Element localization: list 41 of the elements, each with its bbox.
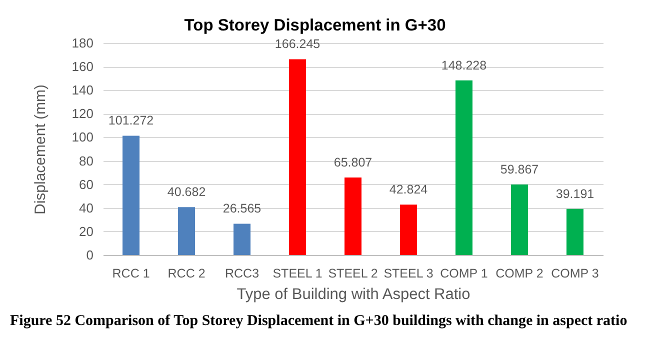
y-axis-title: Displacement (mm) (32, 84, 49, 215)
bar (566, 208, 584, 255)
bar (289, 59, 306, 255)
bar (122, 136, 140, 255)
data-label: 39.191 (556, 186, 594, 201)
chart-title: Top Storey Displacement in G+30 (184, 16, 446, 34)
y-tick-label: 180 (72, 36, 94, 50)
caption: Figure 52 Comparison of Top Storey Displacement in G+30 buildings with change in aspect ratio (10, 313, 628, 329)
data-label: 101.272 (108, 114, 154, 128)
y-tick-label: 140 (72, 82, 94, 98)
data-label: 65.807 (334, 155, 372, 170)
bar (455, 80, 472, 255)
x-tick-label: STEEL 3 (384, 266, 434, 280)
y-tick-label: 100 (72, 130, 94, 145)
data-label: 42.824 (389, 182, 428, 197)
data-label: 166.245 (274, 37, 320, 52)
x-tick-label: COMP 2 (496, 266, 544, 280)
x-tick-label: RCC 1 (112, 266, 150, 280)
y-tick-label: 40 (79, 200, 94, 216)
data-label: 148.228 (441, 58, 487, 72)
x-tick-label: COMP 3 (551, 266, 599, 280)
bar (178, 207, 196, 255)
x-tick-label: STEEL 1 (272, 266, 322, 280)
x-tick-label: RCC3 (224, 266, 260, 280)
y-tick-label: 80 (79, 153, 94, 168)
data-label: 59.867 (500, 162, 539, 176)
bar (234, 224, 251, 255)
x-tick-label: RCC 2 (168, 266, 206, 280)
data-label: 26.565 (222, 202, 262, 216)
y-tick-label: 0 (86, 248, 94, 262)
bar (510, 184, 528, 255)
bar (344, 177, 362, 255)
x-tick-label: COMP 1 (440, 266, 488, 280)
y-tick-label: 60 (79, 176, 94, 192)
data-label: 40.682 (167, 185, 206, 200)
y-tick-label: 160 (72, 59, 94, 74)
bar (400, 204, 417, 255)
x-axis-title: Type of Building with Aspect Ratio (236, 286, 470, 303)
y-tick-label: 20 (79, 224, 94, 239)
y-tick-label: 120 (72, 106, 94, 122)
x-tick-label: STEEL 2 (328, 266, 378, 280)
